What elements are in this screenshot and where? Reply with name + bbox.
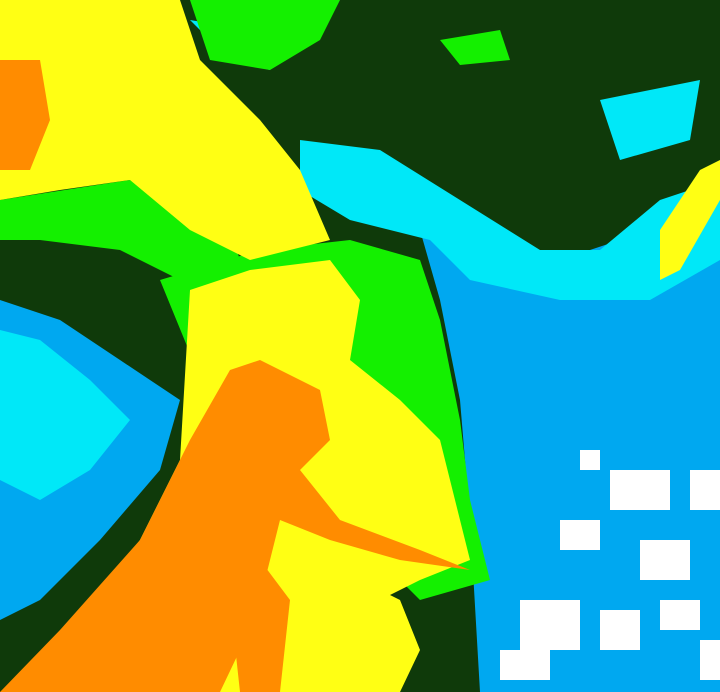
region-orange-main (0, 360, 470, 692)
region-white-speckles (500, 450, 720, 680)
region-yellow-top-left (0, 0, 330, 260)
region-cyan-band (300, 140, 720, 300)
region-green-top (190, 0, 340, 70)
region-green-top-right (440, 30, 510, 65)
region-cyan-right-top (600, 80, 700, 160)
region-yellow-right-streak (660, 160, 720, 280)
region-orange-bottom-stripe (230, 560, 290, 692)
region-orange-top-left (0, 60, 50, 170)
region-cyan-left (0, 330, 130, 500)
